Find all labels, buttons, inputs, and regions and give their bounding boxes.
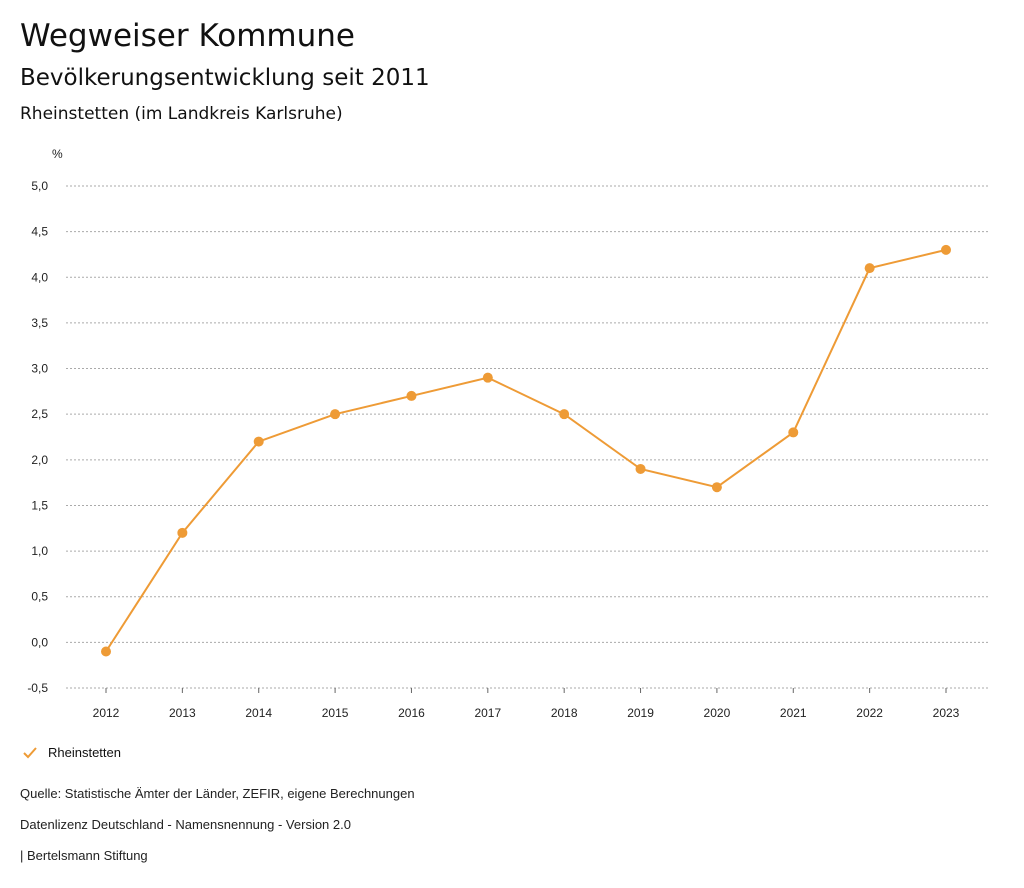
legend-item-rheinstetten[interactable]: Rheinstetten bbox=[22, 745, 121, 760]
x-tick-label: 2017 bbox=[474, 706, 501, 720]
source-note: Quelle: Statistische Ämter der Länder, Z… bbox=[20, 786, 415, 801]
x-tick-label: 2015 bbox=[322, 706, 349, 720]
x-tick-label: 2014 bbox=[245, 706, 272, 720]
data-point-2020[interactable] bbox=[711, 482, 722, 493]
data-point-2015[interactable] bbox=[330, 409, 341, 420]
y-tick-label: 2,0 bbox=[31, 453, 48, 467]
x-tick-label: 2012 bbox=[93, 706, 120, 720]
x-tick-label: 2022 bbox=[856, 706, 883, 720]
data-point-2014[interactable] bbox=[253, 436, 264, 447]
region-label: Rheinstetten (im Landkreis Karlsruhe) bbox=[20, 104, 343, 124]
data-point-2021[interactable] bbox=[788, 427, 799, 438]
y-tick-label: -0,5 bbox=[27, 681, 48, 695]
y-tick-label: 3,5 bbox=[31, 316, 48, 330]
line-chart: % -0,50,00,51,01,52,02,53,03,54,04,55,0 … bbox=[27, 147, 990, 720]
data-point-2019[interactable] bbox=[635, 463, 646, 474]
y-tick-label: 0,5 bbox=[31, 590, 48, 604]
data-point-2017[interactable] bbox=[482, 372, 493, 383]
data-point-2013[interactable] bbox=[177, 527, 188, 538]
x-tick-label: 2020 bbox=[704, 706, 731, 720]
y-axis-unit-label: % bbox=[52, 147, 63, 161]
y-tick-label: 4,0 bbox=[31, 270, 48, 284]
data-point-2023[interactable] bbox=[941, 244, 951, 255]
check-icon bbox=[23, 746, 37, 758]
x-tick-label: 2013 bbox=[169, 706, 196, 720]
data-point-2018[interactable] bbox=[559, 409, 570, 420]
y-tick-label: 1,5 bbox=[31, 498, 48, 512]
publisher-note: | Bertelsmann Stiftung bbox=[20, 848, 148, 863]
data-point-2022[interactable] bbox=[864, 263, 875, 274]
x-tick-label: 2021 bbox=[780, 706, 807, 720]
y-tick-label: 0,0 bbox=[31, 635, 48, 649]
y-tick-label: 5,0 bbox=[31, 179, 48, 193]
page-title: Wegweiser Kommune bbox=[20, 18, 355, 54]
license-note: Datenlizenz Deutschland - Namensnennung … bbox=[20, 817, 351, 832]
x-tick-label: 2018 bbox=[551, 706, 578, 720]
x-tick-label: 2016 bbox=[398, 706, 425, 720]
x-tick-label: 2023 bbox=[933, 706, 960, 720]
y-tick-label: 4,5 bbox=[31, 225, 48, 239]
data-point-2016[interactable] bbox=[406, 390, 417, 401]
legend-label: Rheinstetten bbox=[48, 745, 121, 760]
y-tick-label: 2,5 bbox=[31, 407, 48, 421]
y-tick-label: 3,0 bbox=[31, 362, 48, 376]
data-point-2012[interactable] bbox=[101, 646, 111, 657]
y-tick-label: 1,0 bbox=[31, 544, 48, 558]
chart-subtitle: Bevölkerungsentwicklung seit 2011 bbox=[20, 65, 430, 91]
x-tick-label: 2019 bbox=[627, 706, 654, 720]
series-line-rheinstetten bbox=[105, 248, 947, 653]
